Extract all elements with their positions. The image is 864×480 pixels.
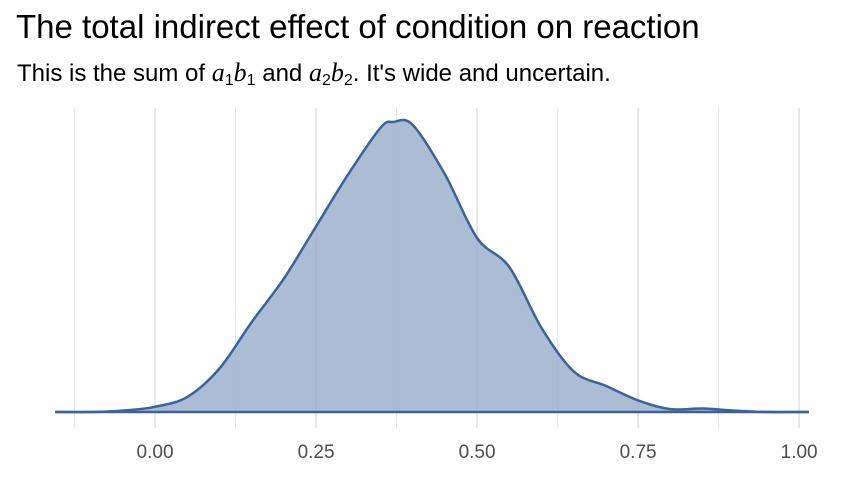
chart-subtitle: This is the sum of a1b1 and a2b2. It's w… — [17, 58, 611, 90]
subtitle-suffix: . It's wide and uncertain. — [352, 60, 611, 87]
x-tick-label: 0.50 — [459, 442, 496, 463]
subtitle-middle: and — [255, 60, 309, 87]
subtitle-term-a1: a1 — [211, 58, 234, 89]
x-tick-label: 0.25 — [298, 442, 335, 463]
x-tick-label: 0.00 — [137, 442, 174, 463]
subtitle-prefix: This is the sum of — [17, 60, 212, 87]
subtitle-term-b2: b2 — [330, 58, 353, 89]
density-area-fill — [55, 119, 809, 413]
subtitle-term-b1: b1 — [233, 58, 256, 89]
subtitle-term-a2: a2 — [308, 58, 331, 89]
density-curve — [55, 118, 809, 414]
x-axis-ticks: 0.00 0.25 0.50 0.75 1.00 — [137, 442, 818, 463]
chart-title: The total indirect effect of condition o… — [16, 8, 700, 45]
density-series — [55, 118, 809, 414]
x-tick-label: 0.75 — [620, 442, 657, 463]
x-tick-label: 1.00 — [781, 442, 818, 463]
